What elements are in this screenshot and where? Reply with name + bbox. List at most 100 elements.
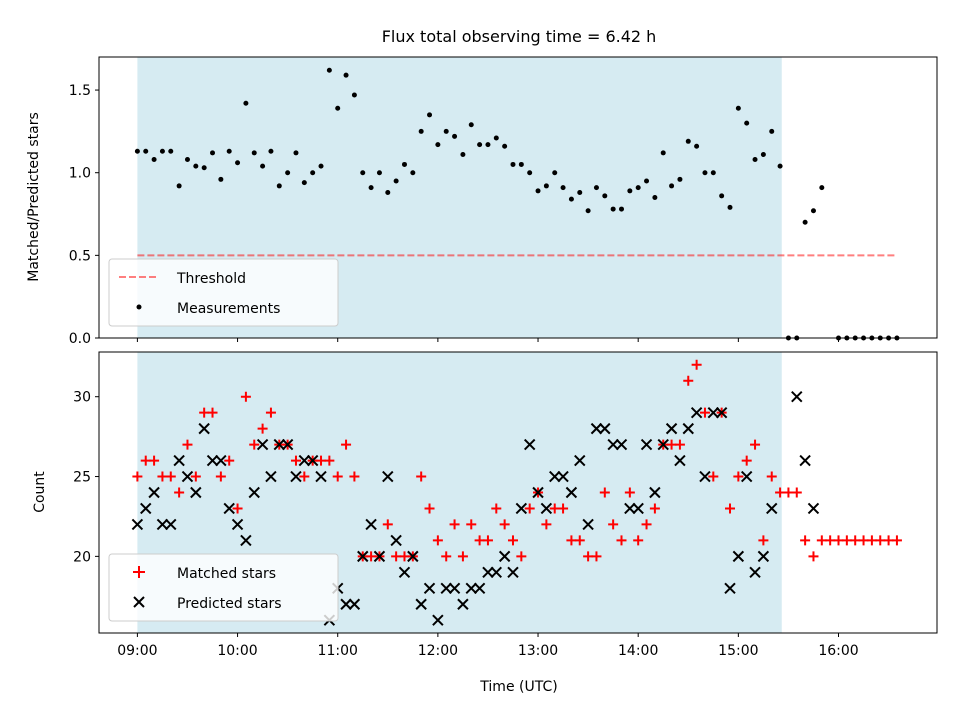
- matched-star-point: [691, 359, 702, 370]
- matched-star-point: [583, 551, 594, 562]
- predicted-star-point: [682, 422, 694, 435]
- predicted-star-point: [423, 582, 436, 595]
- predicted-star-point: [799, 454, 811, 467]
- predicted-star-point: [498, 550, 511, 563]
- measurement-point: [427, 112, 433, 118]
- matched-star-point: [833, 535, 844, 546]
- matched-star-point: [366, 551, 377, 562]
- x-tick-label: 16:00: [818, 643, 858, 659]
- matched-legend-swatch: [133, 566, 145, 578]
- matched-star-point: [224, 455, 235, 466]
- top-y-ticks: 0.0 0.5 1.0 1.5: [69, 83, 99, 347]
- predicted-star-point: [749, 566, 761, 579]
- predicted-star-point: [565, 486, 578, 499]
- predicted-star-point: [382, 470, 394, 483]
- measurement-point: [719, 193, 725, 199]
- measurement-point: [268, 148, 274, 154]
- matched-star-point: [800, 535, 811, 546]
- predicted-star-point: [365, 518, 377, 531]
- measurement-point: [151, 156, 157, 162]
- matched-star-point: [290, 455, 301, 466]
- measurement-point: [744, 120, 750, 126]
- predicted-star-point: [649, 486, 661, 499]
- measurement-point: [685, 138, 691, 144]
- matched-star-point: [149, 455, 160, 466]
- measurement-point: [477, 142, 483, 148]
- measurement-point: [710, 170, 716, 176]
- predicted-star-point: [298, 454, 311, 467]
- matched-star-point: [391, 551, 402, 562]
- matched-star-point: [240, 391, 251, 402]
- matched-star-point: [432, 535, 443, 546]
- measurements-legend-label: Measurements: [177, 301, 280, 317]
- matched-star-point: [316, 455, 327, 466]
- predicted-star-point: [607, 438, 619, 451]
- matched-star-point: [666, 439, 677, 450]
- measurement-point: [660, 150, 666, 156]
- threshold-legend-label: Threshold: [176, 271, 246, 287]
- measurement-point: [777, 163, 783, 169]
- measurement-point: [401, 161, 407, 167]
- predicted-star-point: [515, 502, 528, 515]
- predicted-star-point: [398, 566, 411, 579]
- measurement-point: [493, 135, 499, 141]
- predicted-star-point: [699, 470, 711, 483]
- predicted-star-point: [357, 550, 369, 563]
- matched-star-point: [399, 551, 410, 562]
- bottom-x-ticks: 09:00 10:00 11:00 12:00 13:00 14:00 15:00 16:00: [117, 633, 859, 659]
- bottom-axes-frame: [98, 351, 938, 634]
- measurement-point: [702, 170, 708, 176]
- matched-star-point: [616, 535, 627, 546]
- measurement-point: [143, 148, 149, 154]
- matched-star-point: [232, 503, 243, 514]
- x-tick-label: 14:00: [618, 643, 658, 659]
- predicted-star-point: [465, 582, 477, 595]
- predicted-star-point: [640, 438, 653, 451]
- bottom-legend-box: [108, 553, 339, 622]
- matched-star-point: [341, 439, 352, 450]
- matched-star-point: [491, 503, 502, 514]
- matched-star-point: [566, 535, 577, 546]
- matched-star-point: [416, 471, 427, 482]
- predicted-star-point: [457, 598, 469, 610]
- matched-star-point: [299, 471, 310, 482]
- predicted-star-point: [715, 406, 728, 419]
- measurement-point: [677, 176, 683, 182]
- matched-star-point: [858, 535, 869, 546]
- measurement-point: [243, 100, 249, 106]
- predicted-star-point: [615, 438, 628, 451]
- measurement-point: [644, 178, 650, 184]
- chart-title: Flux total observing time = 6.42 h: [382, 27, 657, 46]
- predicted-star-point: [599, 422, 611, 435]
- predicted-star-point: [131, 518, 144, 531]
- measurement-point: [376, 170, 382, 176]
- matched-star-point: [449, 519, 460, 530]
- measurement-point: [510, 161, 516, 167]
- measurements-points: [134, 67, 900, 341]
- x-tick-label: 13:00: [518, 643, 558, 659]
- predicted-star-point: [390, 534, 402, 547]
- top-axes-frame: [98, 56, 938, 339]
- matched-star-point: [841, 535, 852, 546]
- predicted-star-point: [473, 582, 486, 595]
- x-tick-label: 10:00: [217, 643, 257, 659]
- predicted-star-point: [273, 438, 285, 451]
- predicted-star-point: [373, 550, 386, 563]
- matched-star-point: [758, 535, 769, 546]
- measurement-point: [168, 148, 174, 154]
- measurement-point: [393, 178, 399, 184]
- matched-star-point: [182, 439, 193, 450]
- measurement-point: [727, 204, 733, 210]
- matched-star-point: [382, 519, 393, 530]
- predicted-star-point: [523, 438, 536, 451]
- top-x-ticks: [136, 338, 840, 342]
- top-panel: 0.0 0.5 1.0 1.5 Matched/Predicted stars Thr…: [26, 56, 938, 347]
- matched-star-point: [699, 407, 710, 418]
- measurement-point: [635, 185, 641, 191]
- predicted-star-point: [532, 486, 544, 499]
- predicted-star-point: [140, 502, 152, 515]
- matched-star-point: [783, 487, 794, 498]
- measurement-point: [368, 185, 374, 191]
- measurement-point: [285, 170, 291, 176]
